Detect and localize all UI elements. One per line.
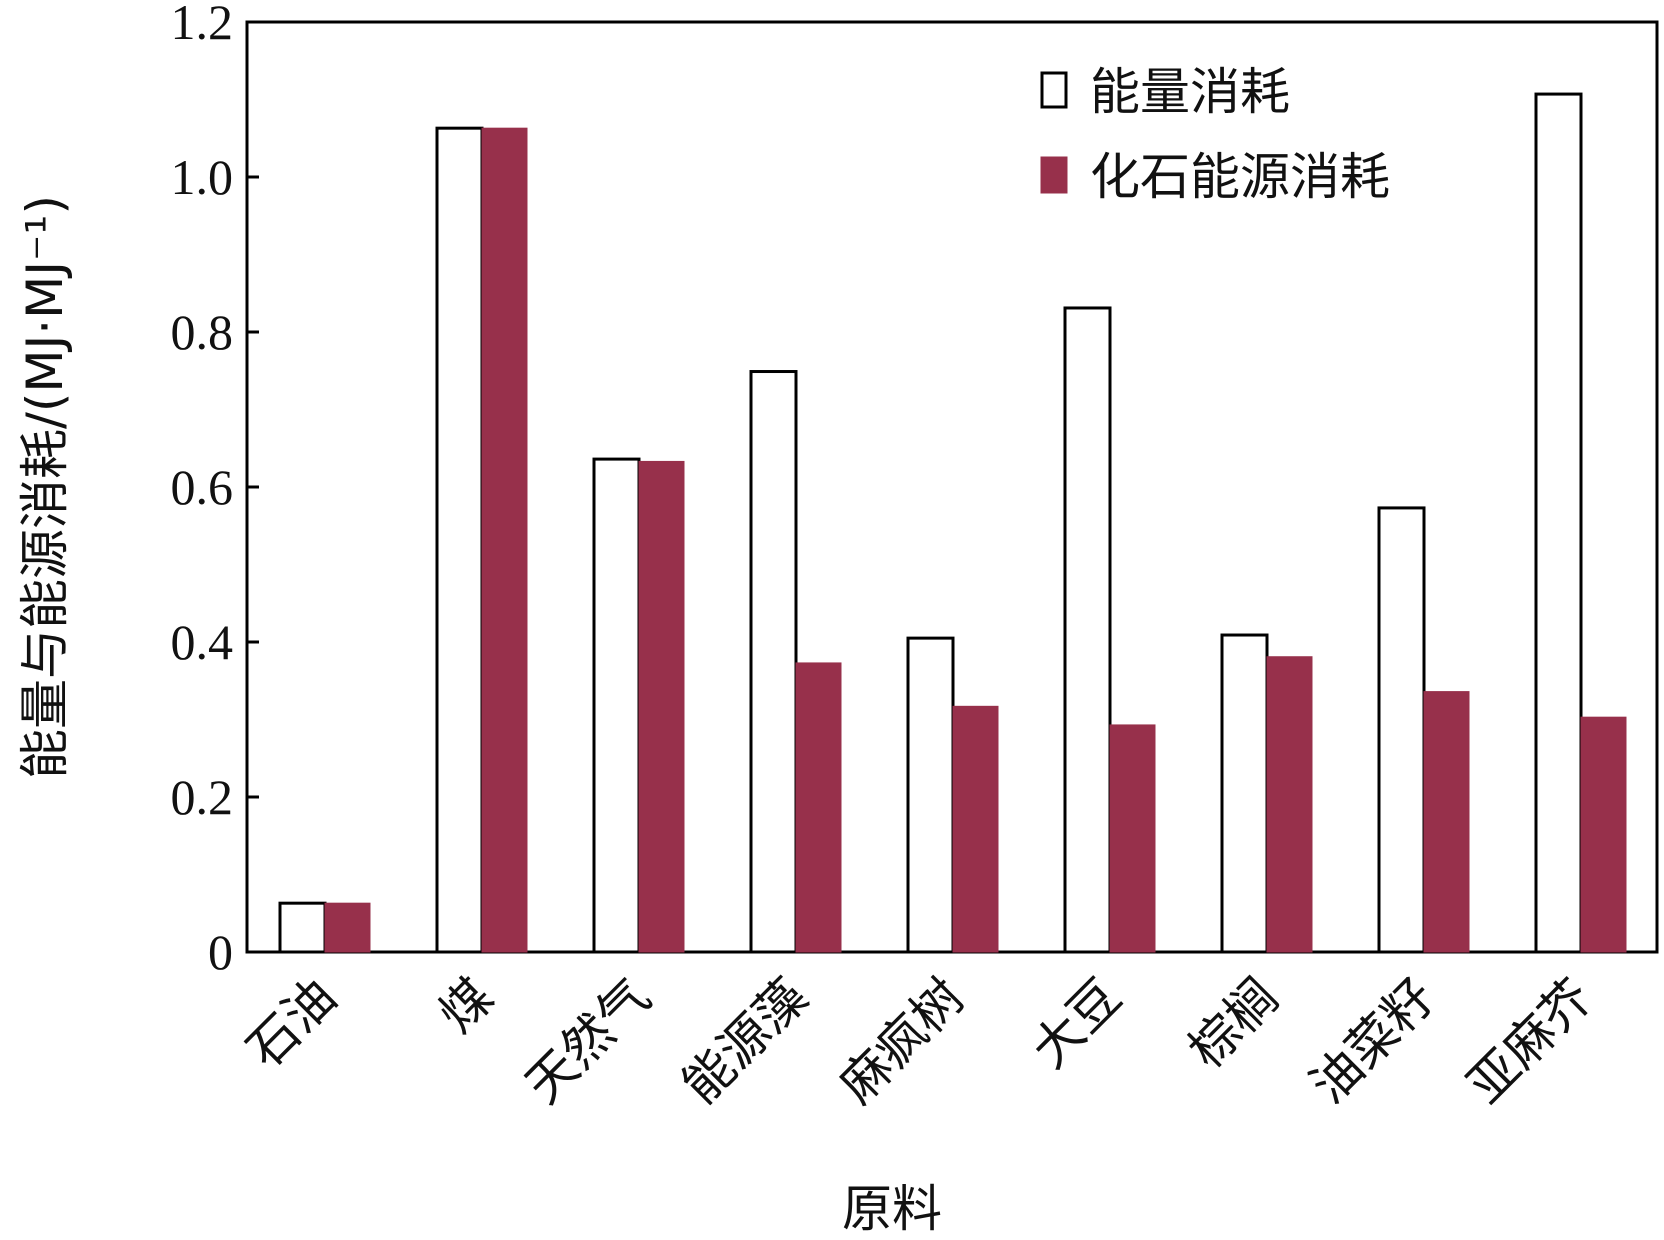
y-tick-label: 0.6	[171, 459, 234, 515]
bar-fossil-energy-consumption	[795, 662, 842, 953]
x-axis-category-labels: 石油 煤天然气 能源藻 麻疯树 大豆 棕榈 油菜籽 亚麻芥	[236, 967, 1604, 1114]
y-tick-label: 1.2	[171, 0, 234, 50]
bar-fossil-energy-consumption	[1580, 716, 1627, 953]
legend-swatch-energy-consumption	[1040, 71, 1068, 109]
y-axis-title: 能量与能源消耗/(MJ·MJ⁻¹)	[16, 195, 74, 779]
bar-energy-consumption	[1534, 92, 1583, 954]
bar-energy-consumption	[1377, 506, 1426, 954]
y-tick-label: 1.0	[171, 149, 234, 205]
bar-energy-consumption	[1220, 633, 1269, 954]
legend-label-fossil-energy-consumption: 化石能源消耗	[1090, 148, 1390, 206]
bar-energy-consumption	[435, 126, 484, 954]
x-category-label: 石油	[236, 967, 348, 1079]
bar-energy-consumption	[1063, 306, 1112, 954]
x-category-label: 能源藻	[671, 967, 818, 1114]
x-category-label: 棕榈	[1178, 967, 1290, 1079]
bar-energy-consumption	[906, 636, 955, 954]
x-category-label: 麻疯树	[828, 967, 975, 1114]
y-tick-label: 0.4	[171, 614, 234, 670]
x-axis-title: 原料	[842, 1180, 942, 1238]
bar-energy-consumption	[592, 457, 641, 954]
y-tick-label: 0.8	[171, 304, 234, 360]
y-tick-label: 0	[208, 924, 233, 980]
bar-fossil-energy-consumption	[324, 902, 371, 953]
bar-fossil-energy-consumption	[1423, 691, 1470, 953]
legend-swatch-fossil-energy-consumption	[1040, 156, 1068, 194]
bars-group	[278, 92, 1627, 954]
x-category-label: 亚麻芥	[1456, 967, 1603, 1114]
bar-fossil-energy-consumption	[638, 460, 685, 953]
x-category-label: 油菜籽	[1299, 967, 1446, 1114]
bar-energy-consumption	[749, 370, 798, 954]
x-category-label: 大豆	[1021, 967, 1133, 1079]
bar-energy-consumption	[278, 901, 327, 954]
bar-fossil-energy-consumption	[1266, 656, 1313, 953]
y-tick-label: 0.2	[171, 769, 234, 825]
x-category-label: 天然气	[514, 967, 661, 1114]
bar-fossil-energy-consumption	[952, 705, 999, 953]
legend: 能量消耗 化石能源消耗	[1040, 63, 1390, 206]
y-axis-ticks: 0 0.2 0.4 0.6 0.8 1.0 1.2	[171, 0, 259, 980]
legend-label-energy-consumption: 能量消耗	[1090, 63, 1290, 121]
bar-fossil-energy-consumption	[481, 127, 528, 953]
x-category-label: 煤	[428, 967, 504, 1043]
bar-fossil-energy-consumption	[1109, 724, 1156, 953]
